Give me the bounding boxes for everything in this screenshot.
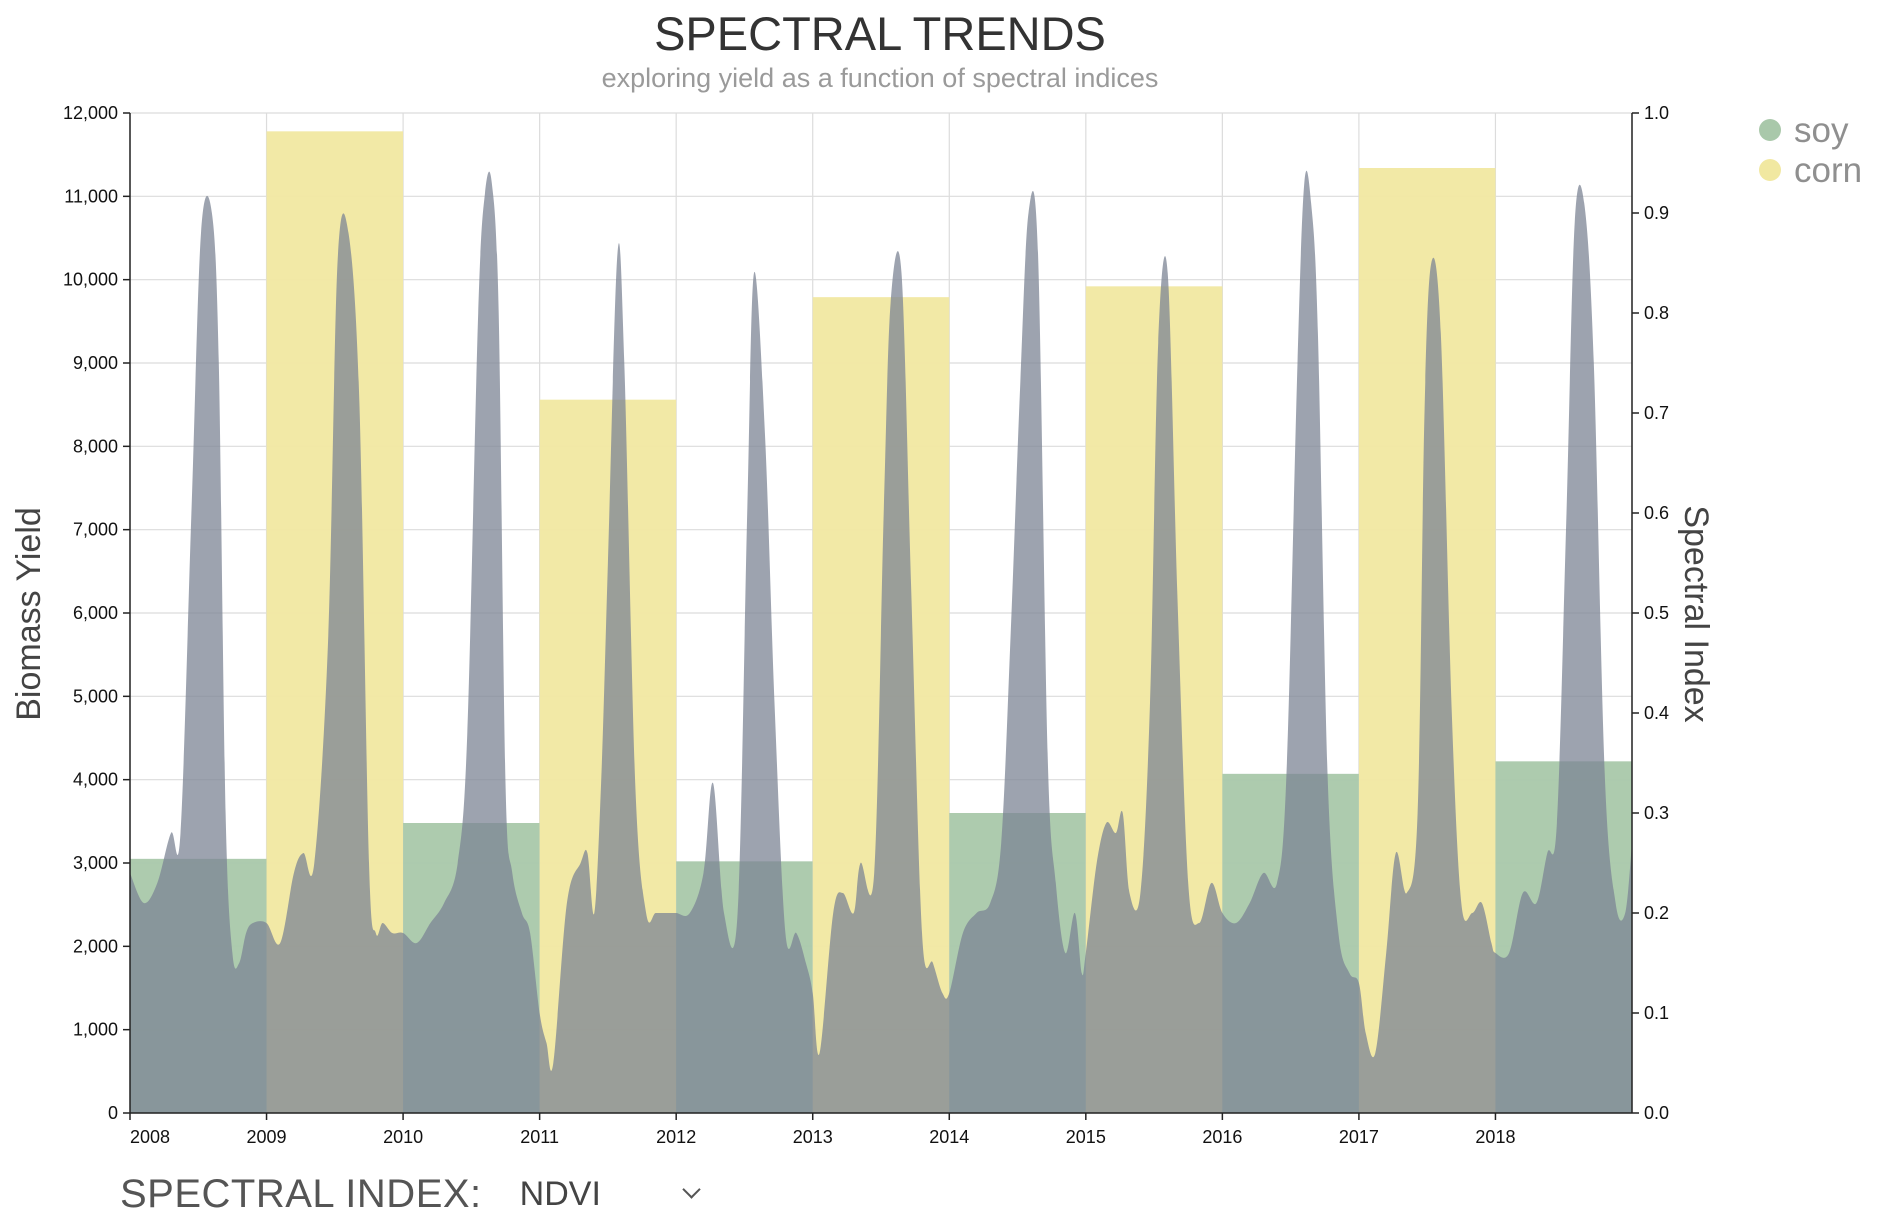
y2-tick-label: 0.8	[1644, 303, 1669, 323]
y-tick-label: 10,000	[63, 270, 118, 290]
legend-label-corn: corn	[1794, 151, 1862, 190]
axes	[123, 112, 1639, 1120]
y-tick-label: 3,000	[73, 853, 118, 873]
y2-tick-label: 1.0	[1644, 103, 1669, 123]
y-tick-label: 12,000	[63, 103, 118, 123]
x-tick-label: 2009	[247, 1127, 287, 1147]
chevron-down-icon	[681, 1180, 701, 1199]
y2-tick-label: 0.4	[1644, 703, 1669, 723]
tick-labels: 0 1,000 2,000 3,000 4,000 5,000 6,000 7,000 8,00…	[63, 103, 1669, 1147]
x-tick-label: 2014	[929, 1127, 969, 1147]
y2-tick-label: 0.0	[1644, 1103, 1669, 1123]
x-tick-label: 2011	[520, 1127, 559, 1147]
legend-swatch-corn	[1759, 159, 1781, 181]
y2-tick-label: 0.5	[1644, 603, 1669, 623]
chart-title: SPECTRAL TRENDS	[654, 7, 1106, 60]
legend-swatch-soy	[1759, 119, 1781, 141]
y2-tick-label: 0.2	[1644, 903, 1669, 923]
y-tick-label: 6,000	[73, 603, 118, 623]
x-tick-label: 2012	[656, 1127, 696, 1147]
x-tick-label: 2018	[1475, 1127, 1515, 1147]
y-tick-label: 7,000	[73, 520, 118, 540]
spectral-index-control: SPECTRAL INDEX: NDVI	[120, 1166, 720, 1222]
y-tick-label: 0	[108, 1103, 118, 1123]
y2-tick-label: 0.1	[1644, 1003, 1669, 1023]
y-tick-label: 8,000	[73, 436, 118, 456]
spectral-index-select[interactable]: NDVI	[520, 1169, 720, 1219]
y2-tick-label: 0.3	[1644, 803, 1669, 823]
y-tick-label: 2,000	[73, 936, 118, 956]
y-tick-label: 4,000	[73, 770, 118, 790]
y-tick-label: 9,000	[73, 353, 118, 373]
y2-axis-label: Spectral Index	[1677, 505, 1715, 722]
spectral-trends-chart: SPECTRAL TRENDS exploring yield as a fun…	[10, 7, 1862, 1147]
y-tick-label: 1,000	[73, 1020, 118, 1040]
x-tick-label: 2015	[1066, 1127, 1106, 1147]
y-tick-label: 11,000	[64, 186, 118, 206]
spectral-index-series	[130, 170, 1632, 1114]
x-tick-label: 2010	[383, 1127, 423, 1147]
x-tick-label: 2013	[793, 1127, 833, 1147]
x-tick-label: 2016	[1202, 1127, 1242, 1147]
chart-subtitle: exploring yield as a function of spectra…	[602, 63, 1159, 93]
y-tick-label: 5,000	[73, 686, 118, 706]
spectral-index-area	[130, 170, 1632, 1114]
x-tick-label: 2008	[130, 1127, 170, 1147]
y2-tick-label: 0.7	[1644, 403, 1669, 423]
y-axis-label: Biomass Yield	[10, 507, 48, 721]
legend-label-soy: soy	[1794, 111, 1849, 150]
spectral-index-value: NDVI	[519, 1174, 601, 1213]
x-tick-label: 2017	[1339, 1127, 1379, 1147]
y2-tick-label: 0.6	[1644, 503, 1669, 523]
spectral-index-label: SPECTRAL INDEX:	[120, 1171, 482, 1216]
y2-tick-label: 0.9	[1644, 203, 1669, 223]
